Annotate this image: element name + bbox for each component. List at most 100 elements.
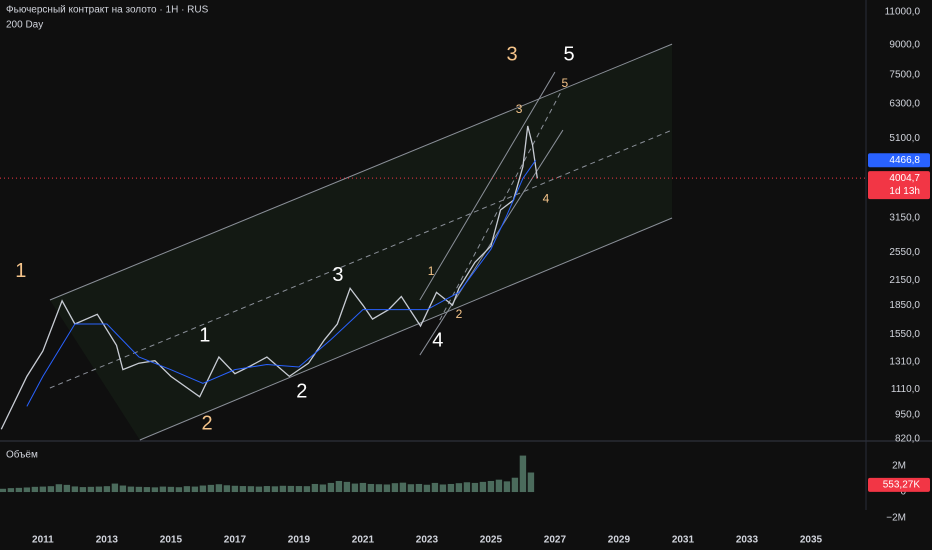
y-tick-label: 1850,0 xyxy=(889,300,920,311)
x-tick-label: 2025 xyxy=(480,535,503,546)
y-tick-label: 7500,0 xyxy=(889,70,920,81)
x-tick-label: 2033 xyxy=(736,535,759,546)
wave-label: 1 xyxy=(428,264,435,278)
wave-label: 4 xyxy=(543,192,550,206)
volume-bar xyxy=(31,486,39,493)
wave-label: 2 xyxy=(296,380,307,402)
volume-bar xyxy=(487,480,495,493)
price-badge xyxy=(868,171,930,200)
y-tick-label: 1550,0 xyxy=(889,329,920,340)
y-tick-label: 6300,0 xyxy=(889,98,920,109)
trendline xyxy=(439,89,563,321)
volume-bar xyxy=(79,487,87,493)
volume-tick-label: −2M xyxy=(886,513,906,524)
y-tick-label: 1310,0 xyxy=(889,357,920,368)
volume-bar xyxy=(55,484,63,493)
volume-bar xyxy=(223,485,231,493)
y-tick-label: 11000,0 xyxy=(885,7,921,18)
volume-bar xyxy=(215,484,223,493)
volume-bar xyxy=(311,483,319,493)
volume-bar xyxy=(15,487,23,493)
volume-bar xyxy=(207,484,215,493)
volume-bar xyxy=(303,486,311,493)
x-tick-label: 2027 xyxy=(544,535,567,546)
price-badge-label: 4466,8 xyxy=(889,155,920,166)
volume-bar xyxy=(407,484,415,493)
volume-bar xyxy=(95,486,103,493)
volume-bar xyxy=(343,481,351,493)
wave-label: 1 xyxy=(15,260,26,282)
volume-bar xyxy=(351,483,359,493)
plot-layer xyxy=(0,43,866,493)
price-badge xyxy=(868,153,930,168)
volume-bar xyxy=(383,484,391,493)
wave-label: 4 xyxy=(432,330,443,352)
volume-bar xyxy=(519,455,527,493)
x-tick-label: 2031 xyxy=(672,535,695,546)
volume-bar xyxy=(471,482,479,493)
x-tick-label: 2017 xyxy=(224,535,247,546)
volume-bar xyxy=(175,487,183,493)
y-tick-label: 1110,0 xyxy=(891,384,921,395)
y-tick-label: 950,0 xyxy=(895,409,920,420)
volume-bar xyxy=(431,482,439,493)
volume-bar xyxy=(247,486,255,493)
volume-bar xyxy=(143,487,151,493)
volume-badge-label: 553,27K xyxy=(883,479,921,490)
volume-bar xyxy=(183,486,191,493)
ma-line xyxy=(26,159,537,407)
indicator-name: 200 Day xyxy=(6,20,43,31)
y-tick-label: 3150,0 xyxy=(889,212,920,223)
volume-bar xyxy=(415,483,423,493)
volume-bar xyxy=(135,486,143,493)
volume-bar xyxy=(239,486,247,493)
volume-bar xyxy=(151,487,159,493)
wave-label: 5 xyxy=(562,76,569,90)
volume-bar xyxy=(39,486,47,493)
trendline xyxy=(49,43,673,301)
x-tick-label: 2021 xyxy=(352,535,375,546)
volume-bar xyxy=(455,483,463,493)
volume-bar xyxy=(279,485,287,493)
volume-bar xyxy=(103,486,111,493)
volume-bar xyxy=(399,482,407,493)
volume-bar xyxy=(167,486,175,493)
wave-label: 5 xyxy=(563,43,574,65)
volume-bar xyxy=(495,479,503,493)
y-tick-label: 2150,0 xyxy=(889,275,920,286)
volume-bar xyxy=(439,484,447,493)
volume-bar xyxy=(479,481,487,493)
volume-bar xyxy=(327,482,335,493)
volume-bar xyxy=(359,482,367,493)
volume-bar xyxy=(0,488,7,493)
trendline xyxy=(49,129,673,389)
y-tick-label: 5100,0 xyxy=(889,133,920,144)
y-tick-label: 9000,0 xyxy=(889,40,920,51)
volume-bar xyxy=(191,486,199,493)
wave-label: 3 xyxy=(516,102,523,116)
x-tick-label: 2015 xyxy=(160,535,183,546)
volume-bar xyxy=(503,481,511,493)
volume-bar xyxy=(7,488,15,493)
volume-bar xyxy=(23,487,31,493)
x-tick-label: 2029 xyxy=(608,535,631,546)
x-tick-label: 2035 xyxy=(800,535,823,546)
volume-bar xyxy=(391,483,399,493)
wave-label: 3 xyxy=(332,264,343,286)
price-line xyxy=(0,125,538,430)
wave-label: 1 xyxy=(199,324,210,346)
volume-bar xyxy=(423,484,431,493)
price-badge-label: 4004,7 xyxy=(889,173,920,184)
channel-fill xyxy=(49,44,673,440)
volume-bar xyxy=(199,485,207,493)
volume-tick-label: 2M xyxy=(892,461,906,472)
volume-badge xyxy=(868,477,930,492)
volume-bar xyxy=(287,485,295,493)
volume-bar xyxy=(271,486,279,493)
y-tick-label: 820,0 xyxy=(895,434,920,445)
volume-bar xyxy=(367,483,375,493)
volume-tick-label: 0 xyxy=(900,487,906,498)
x-tick-label: 2011 xyxy=(32,535,54,546)
